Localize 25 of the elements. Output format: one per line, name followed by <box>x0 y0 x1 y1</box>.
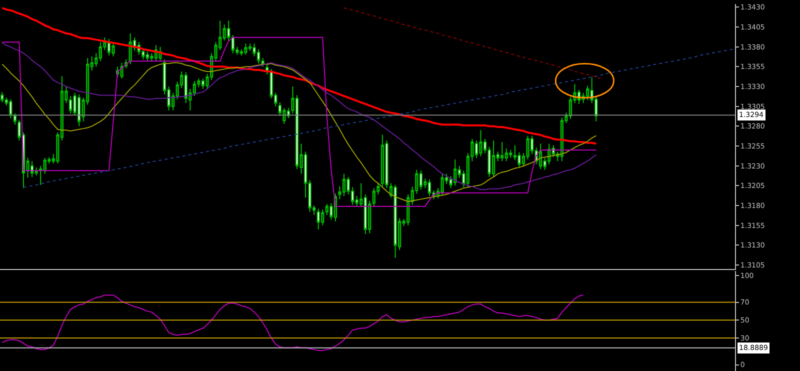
line-series <box>23 48 734 188</box>
candlestick <box>0 92 4 103</box>
candlestick <box>428 178 432 197</box>
line-series <box>344 7 601 80</box>
candlestick <box>440 173 444 196</box>
candlestick <box>479 130 482 157</box>
candlestick <box>539 143 542 170</box>
candlestick <box>316 208 320 230</box>
line-series <box>2 294 584 351</box>
candlestick <box>342 173 346 197</box>
candlestick <box>128 32 132 65</box>
line-series <box>2 62 597 202</box>
candlestick <box>419 170 422 190</box>
candlestick <box>112 42 115 57</box>
candlestick <box>394 184 397 258</box>
candlestick <box>120 62 124 80</box>
candlestick <box>372 188 376 207</box>
line-series <box>1 6 598 145</box>
candlestick <box>201 78 205 90</box>
candlestick <box>454 159 457 186</box>
candlestick <box>509 149 512 158</box>
candlestick <box>500 142 504 162</box>
candlestick <box>107 38 111 56</box>
candlestick <box>244 43 248 56</box>
candlestick <box>9 98 12 119</box>
